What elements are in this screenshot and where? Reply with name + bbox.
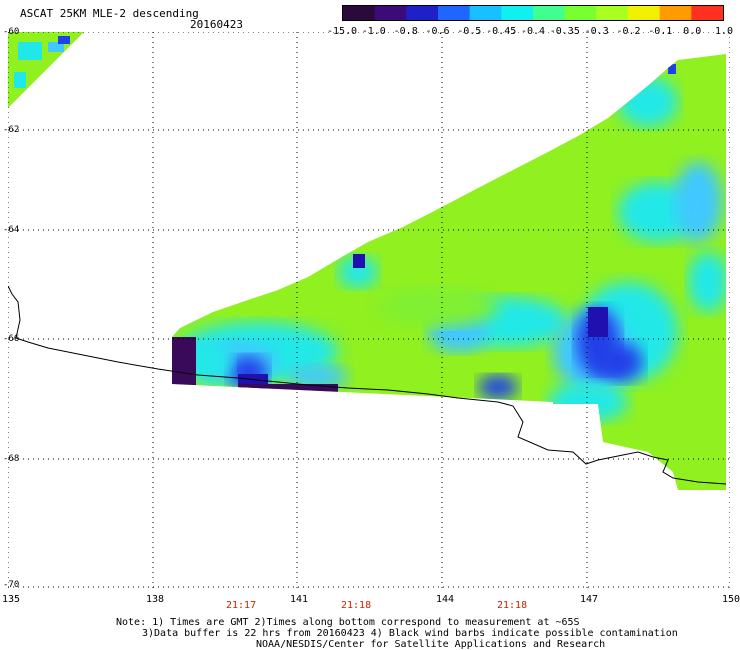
colorbar-segment <box>596 6 629 20</box>
longitude-label: 147 <box>580 594 599 605</box>
latitude-label: -60 <box>3 27 20 37</box>
colorbar-segment <box>659 6 692 20</box>
latitude-label: -68 <box>3 454 20 464</box>
colorbar-segment <box>564 6 597 20</box>
colorbar-segment <box>628 6 661 20</box>
longitude-label: 141 <box>290 594 309 605</box>
swath-blob <box>688 252 726 312</box>
colorbar-tick-label: -0.1 <box>648 26 673 37</box>
longitude-label: 135 <box>2 594 21 605</box>
colorbar-segment <box>691 6 723 20</box>
time-label: 21:18 <box>497 600 528 611</box>
figure-title: ASCAT 25KM MLE-2 descending <box>20 7 199 20</box>
colorbar-tick-label: -0.6 <box>425 26 450 37</box>
colorbar-segment <box>438 6 471 20</box>
time-label: 21:18 <box>341 600 372 611</box>
swath-blob <box>288 365 348 389</box>
note-line-3: NOAA/NESDIS/Center for Satellite Applica… <box>256 639 606 650</box>
corner-swath-data <box>8 32 84 108</box>
colorbar-segment <box>533 6 566 20</box>
colorbar-segment <box>406 6 439 20</box>
latitude-label: -62 <box>3 125 20 135</box>
swath-blob <box>338 256 378 288</box>
colorbar-tick-label: -0.8 <box>393 26 418 37</box>
colorbar <box>342 5 724 21</box>
corner-cell <box>18 42 42 60</box>
colorbar-segment <box>343 6 376 20</box>
colorbar-tick-label: 0.0 <box>683 26 702 37</box>
swath-cell <box>238 384 338 394</box>
swath-cell <box>588 307 608 337</box>
colorbar-tick-label: -0.5 <box>457 26 482 37</box>
swath-cell <box>238 374 268 392</box>
graticule <box>8 32 730 588</box>
swath-blob <box>593 342 643 382</box>
colorbar-tick-label: -0.45 <box>486 26 517 37</box>
swath-cell <box>172 337 196 395</box>
corner-cell <box>48 42 64 52</box>
figure-date: 20160423 <box>190 18 243 31</box>
colorbar-segment <box>501 6 534 20</box>
note-line-1: Note: 1) Times are GMT 2)Times along bot… <box>116 617 580 628</box>
swath-blob <box>618 77 678 127</box>
colorbar-segment <box>374 6 407 20</box>
colorbar-segment <box>469 6 502 20</box>
longitude-label: 138 <box>146 594 165 605</box>
latitude-label: -70 <box>3 580 20 590</box>
colorbar-tick-label: -0.35 <box>549 26 580 37</box>
antarctic-coastline <box>8 285 727 485</box>
colorbar-tick-label: -0.3 <box>584 26 609 37</box>
corner-cell <box>58 36 70 44</box>
swath-cell <box>353 254 365 268</box>
wind-map <box>8 32 730 588</box>
latitude-label: -66 <box>3 334 20 344</box>
swath-blob <box>548 382 628 422</box>
longitude-label: 144 <box>436 594 455 605</box>
latitude-label: -64 <box>3 225 20 235</box>
swath-blob <box>478 375 518 399</box>
colorbar-tick-label: -15.0 <box>326 26 358 37</box>
swath-blob <box>378 287 498 327</box>
swath-data <box>172 54 726 490</box>
swath-cell <box>668 64 676 74</box>
longitude-label: 150 <box>722 594 740 605</box>
swath-blob <box>674 162 722 242</box>
note-line-2: 3)Data buffer is 22 hrs from 20160423 4)… <box>142 628 678 639</box>
corner-cell <box>14 72 26 88</box>
time-label: 21:17 <box>226 600 257 611</box>
